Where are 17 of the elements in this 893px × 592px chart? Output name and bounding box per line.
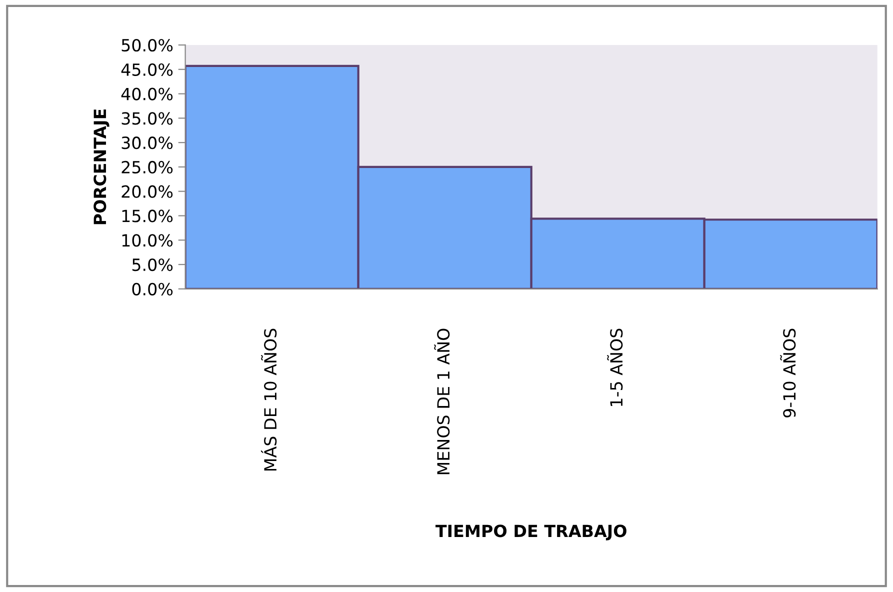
y-tick-label: 35.0% [122,112,173,125]
y-tick-label: 10.0% [122,234,173,247]
y-tick-label: 50.0% [122,38,173,52]
y-tick-label: 25.0% [122,160,173,174]
y-tick-label: 5.0% [132,258,173,272]
y-tick-label: 20.0% [122,185,173,198]
y-tick-label: 40.0% [121,88,173,100]
x-tick-label: MENOS DE 1 AÑO [434,328,450,474]
y-tick-label: 15.0% [122,210,173,222]
y-tick-label: 30.0% [122,136,173,150]
x-tick-label: MÁS DE 10 AÑOS [260,328,277,471]
y-tick-label: 45.0% [121,63,173,76]
x-axis-title: TIEMPO DE TRABAJO [436,524,626,540]
x-tick-label: 9-10 AÑOS [780,328,796,418]
y-axis-title: PORCENTAJE [94,109,110,224]
x-tick-label: 1-5 AÑOS [607,328,623,406]
y-tick-label: 0.0% [132,282,173,296]
